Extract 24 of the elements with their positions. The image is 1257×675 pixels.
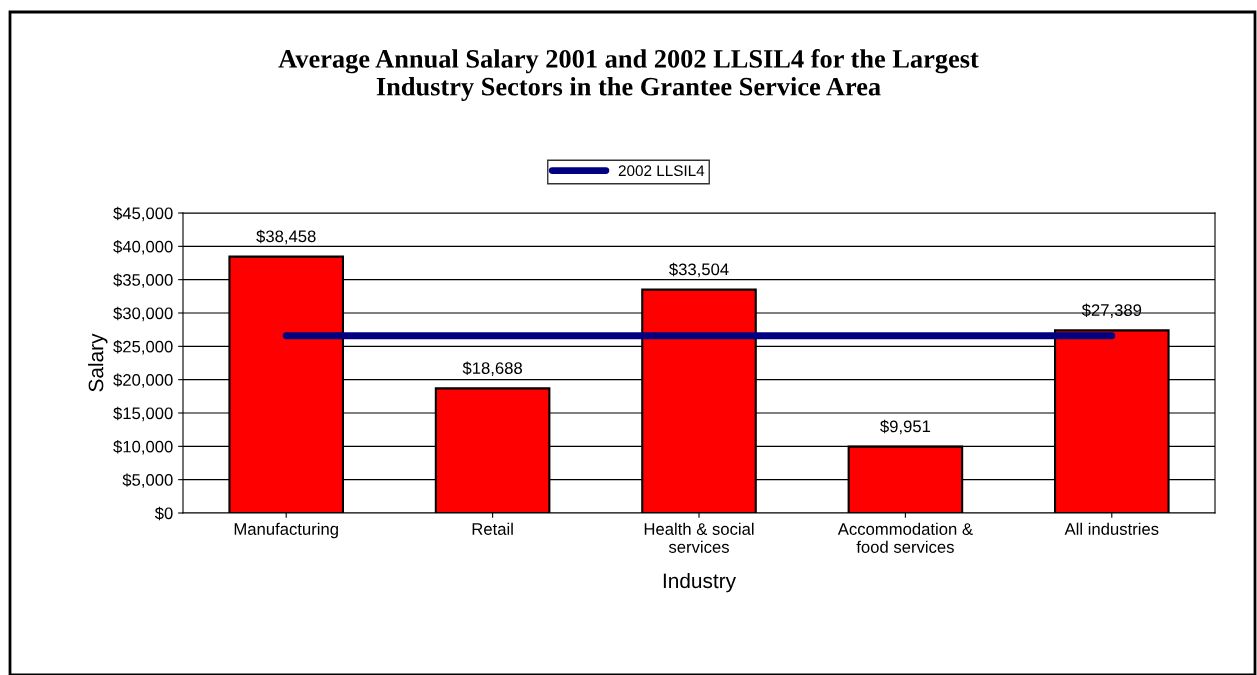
x-tick-label: All industries: [1064, 522, 1159, 535]
data-label: $27,389: [1081, 303, 1142, 318]
x-tick-label: Accommodation & food services: [837, 522, 973, 553]
y-tick-label: $5,000: [122, 473, 173, 488]
y-tick-label: $20,000: [113, 373, 173, 388]
y-tick-label: $25,000: [113, 340, 173, 355]
x-tick-label: Health & social services: [644, 522, 754, 553]
data-label: $18,688: [462, 361, 522, 376]
y-tick-label: $15,000: [113, 406, 173, 422]
y-tick-label: $45,000: [113, 206, 173, 222]
data-label: $33,504: [669, 262, 729, 278]
x-tick-label: Retail: [472, 522, 513, 535]
y-tick-label: $40,000: [113, 240, 173, 255]
data-label: $38,458: [256, 229, 316, 245]
y-axis-title: Salary: [88, 333, 108, 392]
y-tick-label: $30,000: [113, 306, 173, 322]
x-tick-label: Manufacturing: [234, 522, 338, 539]
y-tick-label: $10,000: [113, 440, 173, 455]
data-label: $9,951: [880, 419, 931, 435]
chart-title: Average Annual Salary 2001 and 2002 LLSIL4 for the Largest Industry Sectors in the Grantee Service Area: [278, 48, 979, 102]
y-tick-label: $0: [154, 506, 173, 521]
legend-label: 2002 LLSIL4: [618, 165, 705, 177]
y-tick-label: $35,000: [113, 273, 173, 288]
x-axis-title: Industry: [663, 572, 737, 593]
